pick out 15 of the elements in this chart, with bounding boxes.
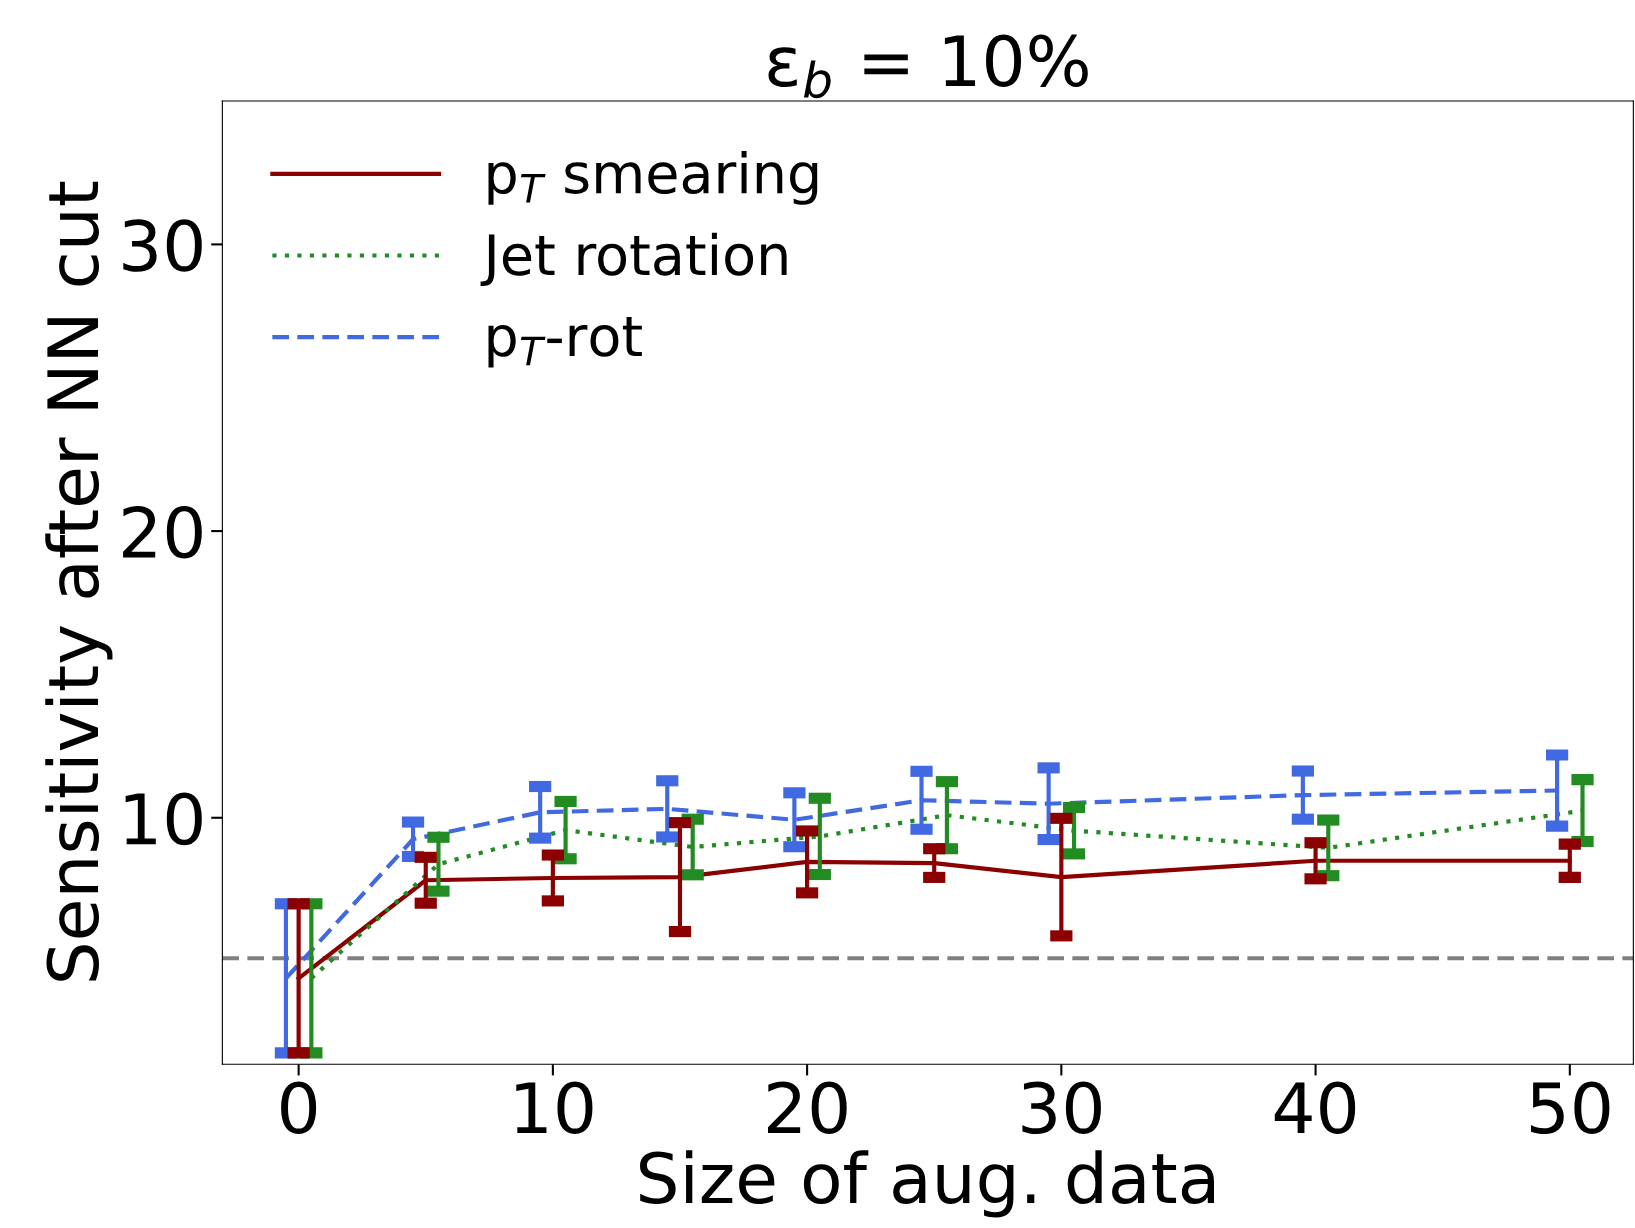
legend-label: Jet rotation xyxy=(480,232,787,287)
x-tick-label: 20 xyxy=(768,1081,847,1135)
x-tick-label: 40 xyxy=(1274,1081,1356,1135)
y-tick-label: 30 xyxy=(123,219,202,272)
x-tick-label: 50 xyxy=(1530,1081,1610,1135)
legend-label: p$_{T}$ smearing xyxy=(488,151,818,205)
x-tick-label: 30 xyxy=(1022,1081,1101,1135)
chart-title: ε$_{b}$ = 10% xyxy=(768,34,1088,99)
y-tick-label: 20 xyxy=(123,505,202,559)
x-axis-title: Size of aug. data xyxy=(640,1150,1214,1218)
legend-label: p$_{T}$-rot xyxy=(488,317,642,368)
y-tick-label: 10 xyxy=(125,792,202,846)
x-tick-label: 0 xyxy=(281,1081,317,1135)
y-axis-title: Sensitivity after NN cut xyxy=(45,181,113,981)
x-tick-label: 10 xyxy=(516,1081,593,1135)
